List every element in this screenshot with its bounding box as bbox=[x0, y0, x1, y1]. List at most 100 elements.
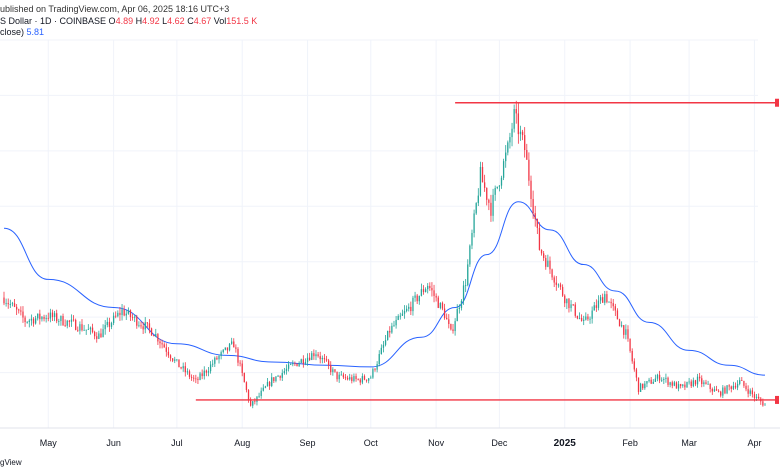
candle-body bbox=[155, 334, 157, 337]
support-handle[interactable] bbox=[775, 395, 779, 404]
candle-body bbox=[724, 387, 726, 394]
candle-body bbox=[325, 359, 328, 361]
candle bbox=[245, 381, 248, 393]
candle bbox=[669, 381, 671, 388]
candle bbox=[302, 355, 304, 368]
candle bbox=[148, 319, 151, 334]
candle bbox=[102, 324, 104, 338]
candle-body bbox=[439, 302, 442, 308]
candle-body bbox=[684, 384, 686, 388]
candle bbox=[526, 143, 528, 160]
candle-body bbox=[281, 372, 283, 378]
candle bbox=[698, 373, 701, 382]
candle bbox=[498, 185, 501, 192]
candle bbox=[408, 303, 410, 312]
candle bbox=[193, 375, 195, 382]
candle-body bbox=[287, 364, 290, 369]
candle-body bbox=[570, 304, 572, 309]
candle bbox=[730, 385, 732, 393]
candle-body bbox=[648, 379, 650, 382]
candle-body bbox=[245, 382, 248, 391]
candle bbox=[661, 377, 663, 382]
candle bbox=[591, 306, 593, 324]
candle bbox=[511, 122, 513, 147]
candle bbox=[70, 314, 73, 327]
candle bbox=[359, 378, 361, 386]
candle bbox=[492, 188, 494, 222]
candle-body bbox=[387, 330, 389, 341]
candle bbox=[127, 307, 130, 315]
candle bbox=[56, 309, 58, 324]
candle-body bbox=[458, 308, 460, 309]
candle-body bbox=[644, 383, 646, 389]
candle bbox=[760, 396, 762, 405]
candle-body bbox=[532, 198, 534, 214]
candle-body bbox=[460, 300, 463, 309]
candle bbox=[391, 322, 393, 334]
candle-body bbox=[163, 344, 165, 348]
candle-body bbox=[513, 109, 515, 129]
candle bbox=[720, 390, 722, 398]
candle-body bbox=[576, 315, 579, 319]
candle-body bbox=[646, 381, 648, 384]
candle bbox=[431, 282, 433, 297]
candle bbox=[456, 304, 458, 322]
candle-body bbox=[370, 377, 372, 379]
candle-body bbox=[100, 333, 102, 338]
support-level[interactable] bbox=[195, 395, 779, 404]
candle-body bbox=[220, 352, 222, 357]
candle-body bbox=[268, 382, 271, 386]
candle-body bbox=[237, 348, 239, 363]
candle bbox=[26, 321, 28, 324]
candle bbox=[532, 190, 534, 219]
candle-body bbox=[587, 316, 589, 320]
candle-body bbox=[696, 376, 699, 385]
volume-value: 151.5 K bbox=[226, 16, 258, 26]
candle bbox=[150, 327, 153, 336]
x-axis: May Jun Jul Aug Sep Oct Nov Dec 2025 Feb Mar Apr bbox=[0, 427, 780, 449]
candle-body bbox=[148, 323, 151, 329]
candle-body bbox=[568, 298, 570, 309]
candle-body bbox=[26, 321, 28, 323]
candle-body bbox=[462, 285, 465, 301]
candle-body bbox=[81, 324, 83, 331]
candle bbox=[500, 175, 503, 189]
candle-body bbox=[507, 142, 509, 153]
candle bbox=[146, 322, 148, 328]
candle-body bbox=[473, 213, 475, 233]
candle-body bbox=[374, 368, 376, 370]
candle bbox=[281, 369, 283, 381]
candle bbox=[389, 326, 391, 338]
candle-body bbox=[169, 355, 172, 359]
candle-body bbox=[13, 303, 16, 307]
low-value: 4.62 bbox=[167, 16, 185, 26]
x-tick-label: Nov bbox=[428, 438, 445, 448]
low-label: L bbox=[162, 16, 168, 26]
candle bbox=[433, 284, 435, 303]
candle bbox=[321, 355, 323, 364]
candle-body bbox=[231, 341, 233, 344]
resistance-handle[interactable] bbox=[775, 98, 779, 107]
candle-body bbox=[543, 253, 545, 259]
candle-body bbox=[349, 377, 351, 380]
candle-body bbox=[127, 310, 130, 314]
candle bbox=[357, 378, 359, 381]
candle bbox=[372, 367, 374, 379]
candle-body bbox=[30, 318, 33, 321]
candle bbox=[405, 305, 408, 313]
candle-body bbox=[342, 374, 345, 378]
resistance-level[interactable] bbox=[455, 98, 779, 107]
candle-body bbox=[505, 152, 507, 162]
candle bbox=[153, 334, 155, 337]
candle bbox=[551, 268, 553, 281]
candle bbox=[129, 309, 132, 321]
candle bbox=[553, 275, 555, 288]
candle-body bbox=[730, 386, 732, 389]
candle-body bbox=[589, 318, 591, 320]
candle bbox=[465, 279, 467, 293]
candle-body bbox=[741, 380, 743, 381]
candle-body bbox=[313, 353, 315, 357]
price-levels[interactable] bbox=[195, 98, 779, 404]
candle-body bbox=[336, 371, 338, 380]
